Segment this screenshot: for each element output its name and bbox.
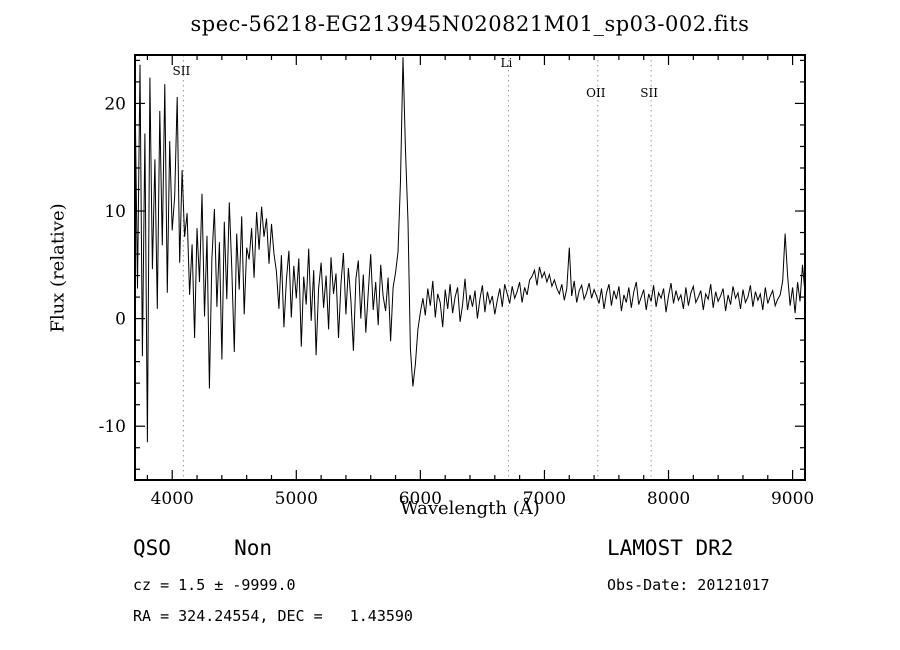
obs-date-text: Obs-Date: 20121017 [607, 576, 770, 594]
y-tick-label: -10 [99, 417, 126, 437]
plot-title: spec-56218-EG213945N020821M01_sp03-002.f… [190, 12, 750, 36]
marker-label: OII [586, 86, 606, 100]
spectrum-line [134, 57, 806, 443]
classification-text: QSO Non [133, 536, 273, 560]
x-tick-label: 7000 [523, 489, 566, 509]
marker-label: SII [173, 64, 191, 78]
survey-name: LAMOST DR2 [607, 536, 734, 560]
plot-frame [134, 54, 806, 481]
x-axis-label: Wavelength (Å) [400, 498, 540, 519]
y-tick-label: 20 [104, 94, 126, 114]
ra-dec-text: RA = 324.24554, DEC = 1.43590 [133, 607, 413, 625]
x-tick-label: 9000 [771, 489, 814, 509]
y-tick-label: 10 [104, 202, 126, 222]
x-tick-label: 4000 [151, 489, 194, 509]
redshift-text: cz = 1.5 ± -9999.0 [133, 576, 296, 594]
x-tick-label: 8000 [647, 489, 690, 509]
x-tick-label: 6000 [399, 489, 442, 509]
marker-label: Li [501, 56, 513, 70]
x-tick-label: 5000 [275, 489, 318, 509]
marker-label: SII [640, 86, 658, 100]
spectrum-plot: SII Li OII SII 4000 5000 6000 7000 8000 9000 -10 0 1… [99, 54, 814, 509]
y-tick-label: 0 [115, 310, 126, 330]
